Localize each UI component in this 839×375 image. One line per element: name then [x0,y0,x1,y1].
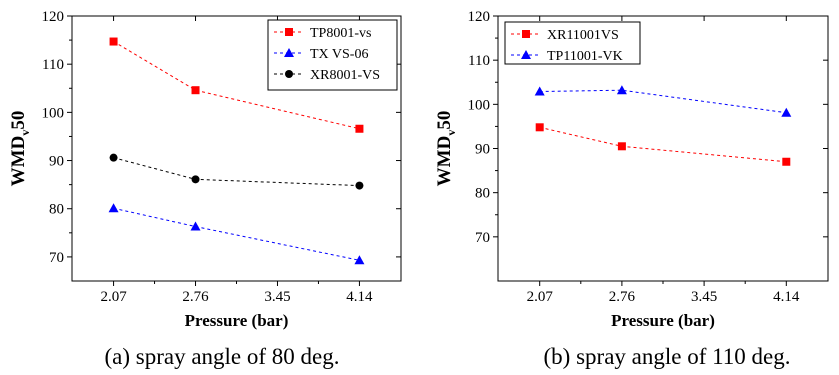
y-axis-label-tail: 50 [434,111,455,130]
series-xr8001-vs [109,153,364,190]
series-tx-vs-06 [108,203,365,265]
y-axis-label: WMDv50 [8,111,32,187]
x-tick-label: 2.76 [182,289,209,305]
data-point [355,124,364,133]
chart-caption: (a) spray angle of 80 deg. [104,344,339,369]
x-axis-ticks: 2.07 2.76 3.45 4.14 [527,16,800,305]
chart-caption: (b) spray angle of 110 deg. [544,344,791,369]
y-axis-ticks: 70 80 90 100 110 120 [468,9,828,246]
y-tick-label: 110 [468,53,490,69]
data-point [617,142,626,151]
x-axis-label: Pressure (bar) [611,311,715,330]
y-axis-label-subscript: v [18,130,32,136]
chart-panel-b: 2.07 2.76 3.45 4.14 70 80 90 100 110 120 XR11001… [434,9,829,369]
series-line [113,157,360,187]
y-tick-label: 120 [42,9,65,25]
legend-marker [285,70,293,78]
data-point [354,255,365,265]
data-point [191,175,200,184]
data-point [782,157,791,166]
legend-label: TP11001-VK [547,49,623,64]
series-xr11001vs [535,123,791,166]
legend-entry: TP11001-VK [511,49,623,64]
legend-marker [521,50,531,59]
data-point [109,37,118,46]
data-point [190,221,201,231]
data-point [191,86,200,95]
x-axis-ticks: 2.07 2.76 3.45 4.14 [100,16,373,305]
y-axis-ticks: 70 80 90 100 110 120 [42,9,401,266]
legend-label: XR8001-VS [310,68,380,83]
x-axis-label: Pressure (bar) [185,311,289,330]
x-tick-label: 2.07 [527,289,554,305]
y-axis-label-tail: 50 [8,111,29,130]
x-tick-label: 3.45 [264,289,290,305]
data-point [109,153,118,162]
y-axis-label-subscript: v [444,130,458,136]
series-line [113,41,360,130]
y-tick-label: 90 [49,154,64,170]
data-point [108,203,119,213]
y-tick-label: 100 [468,97,491,113]
legend-label: TX VS-06 [310,47,368,62]
series-line [113,207,360,261]
x-tick-label: 4.14 [346,289,373,305]
y-axis-label: WMDv50 [434,111,458,187]
y-tick-label: 100 [42,105,65,121]
legend: TP8001-vs TX VS-06 XR8001-VS [267,19,398,91]
x-tick-label: 3.45 [691,289,717,305]
y-axis-label-main: WMD [434,136,455,187]
data-point [535,123,544,132]
chart-panel-a: 2.07 2.76 3.45 4.14 70 80 90 100 110 120 TP8001-… [8,9,402,369]
data-point [534,86,545,96]
legend-entry: TX VS-06 [274,47,368,62]
legend: XR11001VS TP11001-VK [504,21,641,65]
x-tick-label: 2.07 [100,289,127,305]
y-tick-label: 80 [475,186,490,202]
series-layer [108,37,365,265]
series-line [539,126,787,163]
y-axis-label-main: WMD [8,136,29,187]
series-layer [534,85,792,166]
y-tick-label: 90 [475,142,490,158]
series-tp8001-vs [109,37,364,133]
series-line [539,89,787,114]
legend-marker [285,28,293,36]
legend-entry: TP8001-vs [274,26,371,41]
legend-label: XR11001VS [547,28,619,43]
x-tick-label: 2.76 [609,289,636,305]
legend-label: TP8001-vs [310,26,371,41]
data-point [616,85,627,95]
legend-marker [284,48,294,57]
y-tick-label: 120 [468,9,491,25]
legend-marker [522,30,530,38]
y-tick-label: 70 [475,230,490,246]
y-tick-label: 80 [49,202,64,218]
series-tp11001-vk [534,85,792,117]
legend-entry: XR8001-VS [274,68,380,83]
x-tick-label: 4.14 [773,289,800,305]
legend-entry: XR11001VS [511,28,619,43]
data-point [781,107,792,117]
data-point [355,181,364,190]
y-tick-label: 70 [49,250,64,266]
y-tick-label: 110 [42,57,64,73]
